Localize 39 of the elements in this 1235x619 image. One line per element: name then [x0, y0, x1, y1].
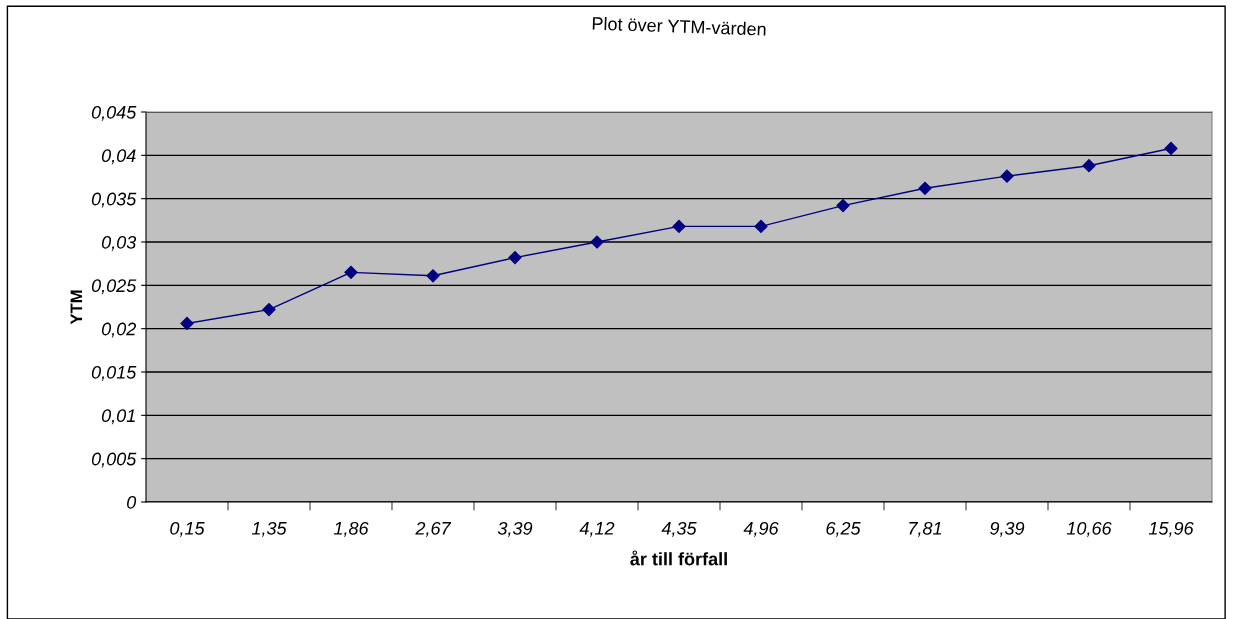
point: [590, 235, 604, 249]
chart-title: Plot över YTM-värden: [592, 16, 766, 36]
x-tick-label: 4,96: [743, 521, 779, 537]
point: [180, 316, 194, 331]
x-tick-label: 6,25: [826, 521, 861, 537]
point: [1164, 141, 1178, 155]
point: [836, 199, 850, 213]
x-tick-label: 2,67: [415, 521, 452, 537]
x-tick-label: 7,81: [909, 521, 942, 537]
point: [672, 219, 686, 233]
x-tick-label: 1,35: [251, 521, 287, 537]
y-tick-label: 0,015: [91, 365, 137, 381]
point: [344, 265, 358, 279]
y-tick-label: 0,01: [101, 409, 135, 425]
point: [426, 269, 440, 283]
point: [1082, 159, 1096, 173]
x-tick-label: 0,15: [170, 521, 205, 537]
x-tick-label: 4,35: [661, 521, 697, 537]
y-tick-label: 0,005: [91, 452, 137, 468]
y-tick-label: 0,035: [91, 192, 137, 208]
y-axis-title: YTM: [70, 290, 83, 325]
y-tick-label: 0,04: [101, 149, 136, 165]
x-tick-label: 4,12: [579, 521, 615, 537]
point: [262, 303, 276, 317]
y-tick-label: 0: [127, 495, 137, 509]
y-tick-label: 0,03: [101, 235, 137, 251]
x-tick-label: 10,66: [1066, 521, 1112, 537]
y-tick-label: 0,02: [101, 322, 137, 338]
x-axis-title: år till förfall: [630, 550, 727, 566]
point: [508, 251, 522, 265]
x-tick-label: 9,39: [990, 521, 1025, 537]
x-tick-label: 15,96: [1148, 521, 1194, 537]
y-tick-label: 0,045: [91, 105, 137, 121]
x-tick-label: 3,39: [497, 521, 533, 537]
x-tick-label: 1,86: [333, 521, 369, 537]
point: [754, 219, 768, 233]
y-tick-label: 0,025: [91, 279, 137, 295]
point: [918, 181, 932, 195]
point: [1000, 169, 1014, 183]
